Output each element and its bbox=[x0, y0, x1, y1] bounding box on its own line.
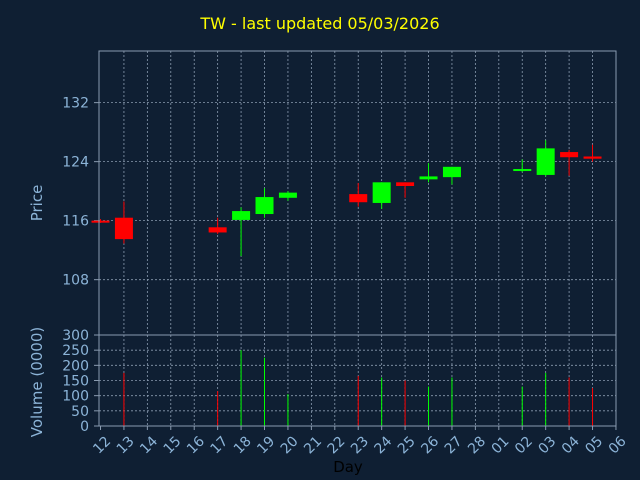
x-tick-label: 12 bbox=[90, 433, 114, 457]
volume-tick-label: 300 bbox=[62, 328, 89, 344]
candle-body bbox=[419, 176, 438, 180]
volume-tick-label: 250 bbox=[62, 343, 89, 359]
x-tick-label: 01 bbox=[489, 433, 513, 457]
chart-title: TW - last updated 05/03/2026 bbox=[200, 14, 440, 33]
volume-tick-label: 150 bbox=[62, 374, 89, 390]
x-tick-label: 15 bbox=[161, 433, 185, 457]
volume-tick-label: 50 bbox=[71, 404, 89, 420]
x-tick-label: 17 bbox=[207, 433, 231, 457]
candle-body bbox=[91, 220, 110, 223]
x-tick-label: 28 bbox=[465, 433, 489, 457]
x-tick-label: 20 bbox=[278, 433, 302, 457]
candle-body bbox=[208, 227, 227, 233]
volume-panel-border bbox=[98, 334, 617, 427]
x-tick-label: 16 bbox=[184, 433, 208, 457]
x-tick-label: 18 bbox=[231, 433, 255, 457]
candle-body bbox=[396, 182, 415, 186]
x-tick-label: 04 bbox=[559, 433, 583, 457]
candle-body bbox=[560, 152, 579, 158]
x-tick-label: 22 bbox=[325, 433, 349, 457]
volume-axis-label: Volume (0000) bbox=[28, 327, 46, 437]
x-tick-label: 06 bbox=[606, 433, 630, 457]
volume-tick-label: 200 bbox=[62, 358, 89, 374]
candle-body bbox=[536, 148, 555, 175]
price-tick-label: 124 bbox=[62, 155, 89, 171]
x-tick-label: 26 bbox=[418, 433, 442, 457]
candle-body bbox=[349, 194, 368, 203]
price-tick-label: 132 bbox=[62, 96, 89, 112]
price-panel-border bbox=[98, 50, 617, 336]
x-tick-label: 25 bbox=[395, 433, 419, 457]
price-axis-label: Price bbox=[28, 185, 46, 222]
x-axis-label: Day bbox=[333, 458, 363, 476]
candle-body bbox=[442, 166, 461, 178]
price-tick-label: 116 bbox=[62, 214, 89, 230]
x-tick-label: 14 bbox=[137, 433, 161, 457]
candle-body bbox=[278, 192, 297, 198]
candle-body bbox=[114, 217, 133, 240]
x-tick-label: 13 bbox=[114, 433, 138, 457]
candle-body bbox=[583, 156, 602, 159]
volume-tick-label: 100 bbox=[62, 389, 89, 405]
x-tick-label: 03 bbox=[535, 433, 559, 457]
x-tick-label: 02 bbox=[512, 433, 536, 457]
x-tick-label: 05 bbox=[582, 433, 606, 457]
candle-body bbox=[255, 197, 274, 215]
volume-tick-label: 0 bbox=[80, 419, 89, 435]
x-tick-label: 24 bbox=[371, 433, 395, 457]
price-tick-label: 108 bbox=[62, 273, 89, 289]
x-tick-label: 21 bbox=[301, 433, 325, 457]
candle-body bbox=[372, 182, 391, 203]
x-tick-label: 23 bbox=[348, 433, 372, 457]
candle-body bbox=[232, 211, 251, 220]
x-tick-label: 27 bbox=[442, 433, 466, 457]
candle-body bbox=[513, 169, 532, 172]
x-tick-label: 19 bbox=[254, 433, 278, 457]
